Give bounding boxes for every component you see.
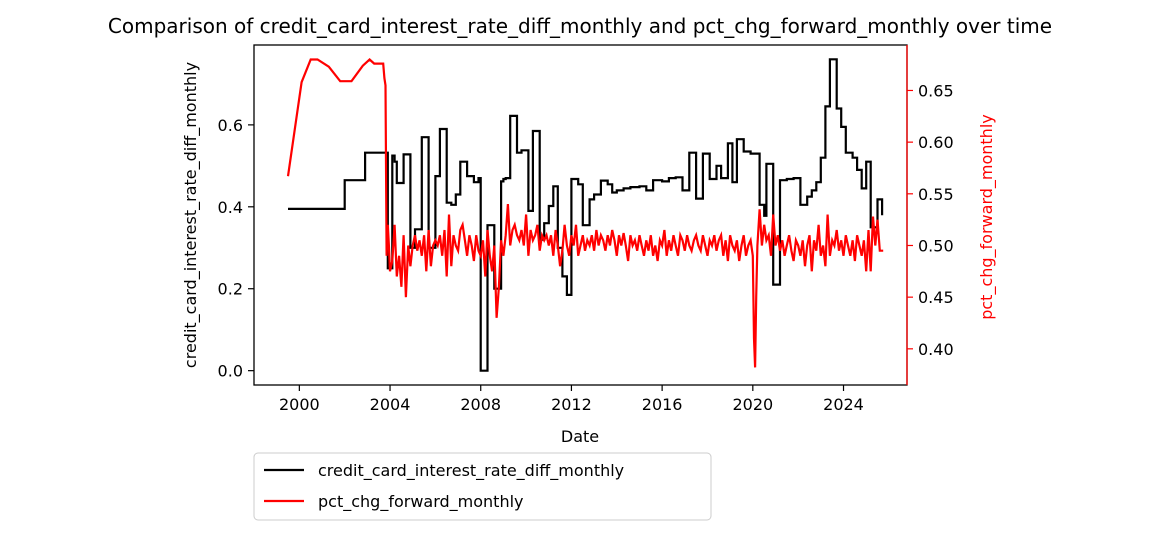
x-tick-label: 2012 [551,395,592,414]
legend-label-pct-chg: pct_chg_forward_monthly [318,492,524,512]
left-y-tick-label: 0.0 [218,362,243,381]
right-axis-ticks: 0.40 0.45 0.50 0.55 0.60 0.65 [907,81,954,359]
x-tick-label: 2024 [823,395,864,414]
right-y-tick-label: 0.65 [918,81,954,100]
right-y-tick-label: 0.55 [918,185,954,204]
series-line-1 [286,58,884,368]
left-y-tick-label: 0.6 [218,116,243,135]
legend-label-credit-card: credit_card_interest_rate_diff_monthly [318,461,624,481]
plot-lines [286,58,884,372]
right-y-tick-label: 0.50 [918,236,954,255]
chart-title: Comparison of credit_card_interest_rate_… [108,14,1052,38]
series-line-0 [288,58,884,372]
left-y-tick-label: 0.4 [218,198,243,217]
right-y-tick-label: 0.45 [918,288,954,307]
legend: credit_card_interest_rate_diff_monthly p… [253,452,712,521]
right-y-tick-label: 0.60 [918,133,954,152]
x-tick-label: 2004 [370,395,411,414]
plot-frame [253,44,908,386]
x-tick-label: 2000 [279,395,320,414]
right-y-tick-label: 0.40 [918,340,954,359]
left-y-axis-label: credit_card_interest_rate_diff_monthly [181,62,201,368]
x-axis-label: Date [561,427,599,446]
legend-box [253,452,712,521]
right-y-axis-label: pct_chg_forward_monthly [977,114,997,320]
x-tick-label: 2008 [460,395,501,414]
x-tick-label: 2020 [732,395,773,414]
left-axis-ticks: 0.0 0.2 0.4 0.6 [218,116,254,381]
left-y-tick-label: 0.2 [218,280,243,299]
x-axis-ticks: 2000 2004 2008 2012 2016 2020 2024 [279,385,864,414]
x-tick-label: 2016 [642,395,683,414]
